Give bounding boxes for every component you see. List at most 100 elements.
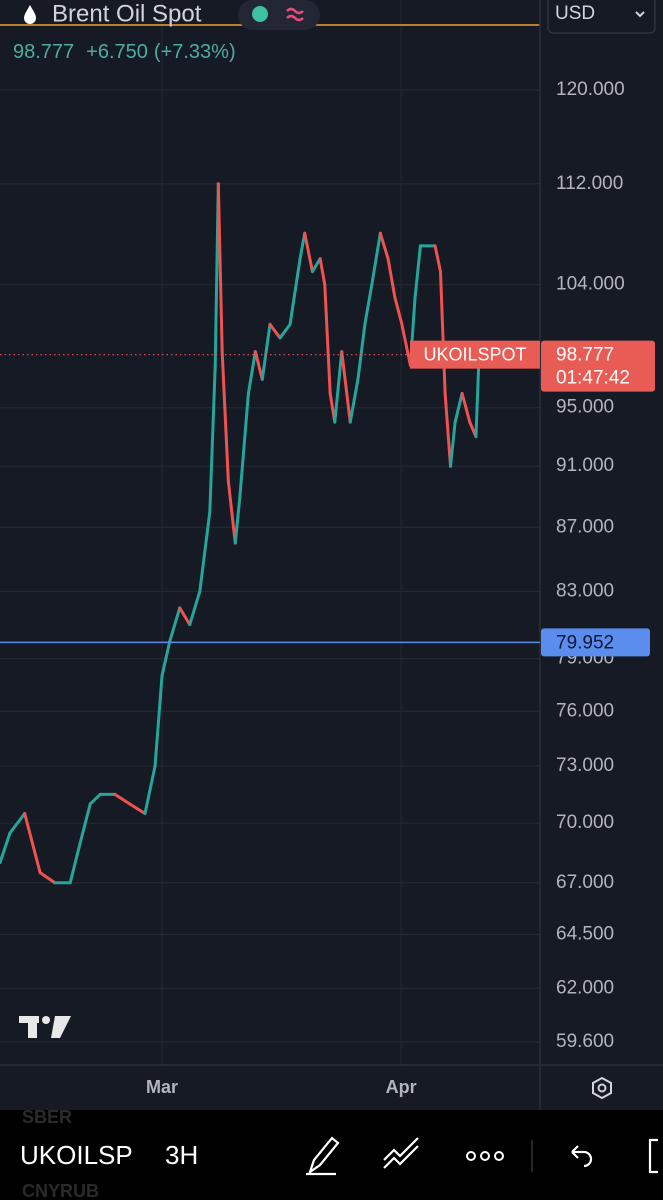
y-tick-label: 112.000 <box>556 173 623 194</box>
y-tick-label: 120.000 <box>556 79 625 100</box>
price-segment <box>400 322 412 367</box>
settings-icon-center <box>597 1083 607 1093</box>
fullscreen-icon[interactable] <box>648 1138 658 1174</box>
price-segment <box>356 322 367 381</box>
price-segment <box>88 792 102 806</box>
horizontal-line-label: 79.952 <box>556 632 614 653</box>
price-segment <box>363 283 374 326</box>
y-tick-label: 70.000 <box>556 812 614 833</box>
price-segment <box>340 350 352 424</box>
y-tick-label: 59.600 <box>556 1031 614 1052</box>
x-tick-label: Apr <box>386 1077 417 1097</box>
more-icon[interactable] <box>466 1151 504 1161</box>
settings-icon[interactable] <box>592 1076 612 1100</box>
price-segment <box>168 606 182 644</box>
price-segment <box>460 391 472 424</box>
status-pill <box>238 0 320 30</box>
price-segment <box>8 811 27 835</box>
watchlist-prev: SBER <box>22 1107 72 1127</box>
price-segment <box>208 363 217 514</box>
watchlist-next: CNYRUB <box>22 1181 99 1200</box>
price-segment <box>216 182 224 354</box>
price-segment <box>318 257 327 287</box>
delayed-icon <box>286 7 304 22</box>
oil-icon <box>24 5 36 24</box>
interval[interactable]: 3H <box>165 1140 198 1170</box>
horizontal-line-tag <box>541 628 650 657</box>
x-tick-label: Mar <box>146 1077 178 1097</box>
price-segment <box>160 640 172 678</box>
price-tag <box>541 340 655 392</box>
toolbar <box>0 1110 663 1200</box>
price-segment <box>153 674 164 768</box>
price-segment <box>413 244 422 300</box>
price-segment <box>303 231 314 274</box>
symbol-name: Brent Oil Spot <box>52 0 202 27</box>
price-segment <box>348 377 360 424</box>
chevron <box>635 11 645 18</box>
price: 98.777 <box>13 41 74 63</box>
price-segment <box>246 350 257 395</box>
price-segment <box>443 391 453 468</box>
price-segment <box>188 589 202 627</box>
price-segment <box>68 841 82 885</box>
undo-icon[interactable] <box>571 1145 593 1168</box>
price-segment <box>198 510 212 593</box>
price-segment <box>268 322 282 340</box>
currency: USD <box>555 3 595 24</box>
price-segment <box>433 244 442 274</box>
price-segment <box>253 350 264 381</box>
y-tick-label: 83.000 <box>556 580 614 601</box>
y-tick-label: 87.000 <box>556 516 614 537</box>
price-segment <box>220 350 230 483</box>
currency-select[interactable] <box>547 0 656 34</box>
price-segment <box>310 257 322 274</box>
y-tick-label: 73.000 <box>556 755 614 776</box>
price-segment <box>226 479 237 545</box>
toolbar-symbol[interactable]: UKOILSP <box>20 1140 133 1170</box>
price-segment <box>260 322 272 381</box>
price-segment <box>143 764 157 815</box>
symbol-tag <box>410 340 540 369</box>
price-segment <box>323 283 332 395</box>
price-segment <box>393 296 404 326</box>
price-segment <box>128 802 147 815</box>
price-tag-label: 98.777 <box>556 345 614 366</box>
y-tick-label: 64.500 <box>556 924 614 945</box>
price-segment <box>288 257 302 326</box>
y-tick-label: 76.000 <box>556 700 614 721</box>
market-open-dot <box>252 6 268 22</box>
change-pct: (+7.33%) <box>154 41 236 63</box>
price-segment <box>23 811 42 875</box>
symbol-tag-label: UKOILSPOT <box>423 344 526 364</box>
price-segment <box>333 350 344 424</box>
y-tick-label: 104.000 <box>556 274 625 295</box>
price-segment <box>233 494 242 545</box>
change: +6.750 <box>86 41 148 63</box>
y-tick-label: 95.000 <box>556 397 614 418</box>
y-tick-label: 91.000 <box>556 455 614 476</box>
y-tick-label: 62.000 <box>556 977 614 998</box>
price-segment <box>0 831 12 865</box>
drawing-tool-icon[interactable] <box>306 1136 340 1176</box>
price-segment <box>38 871 57 885</box>
y-tick-label: 67.000 <box>556 872 614 893</box>
price-segment <box>238 391 250 498</box>
price-segment <box>438 270 447 395</box>
price-segment <box>386 257 397 300</box>
trend-tool-icon[interactable] <box>383 1137 419 1169</box>
price-segment <box>298 231 307 261</box>
countdown: 01:47:42 <box>556 368 630 389</box>
price-segment <box>78 802 92 845</box>
price-segment <box>370 231 382 287</box>
price-info: 98.777 +6.750 (+7.33%) <box>13 41 236 63</box>
grid <box>0 0 540 1065</box>
price-segment <box>449 420 457 468</box>
price-segment <box>378 231 390 261</box>
price-segment <box>278 322 292 340</box>
price-segment <box>178 606 192 627</box>
price-segment <box>113 792 132 806</box>
